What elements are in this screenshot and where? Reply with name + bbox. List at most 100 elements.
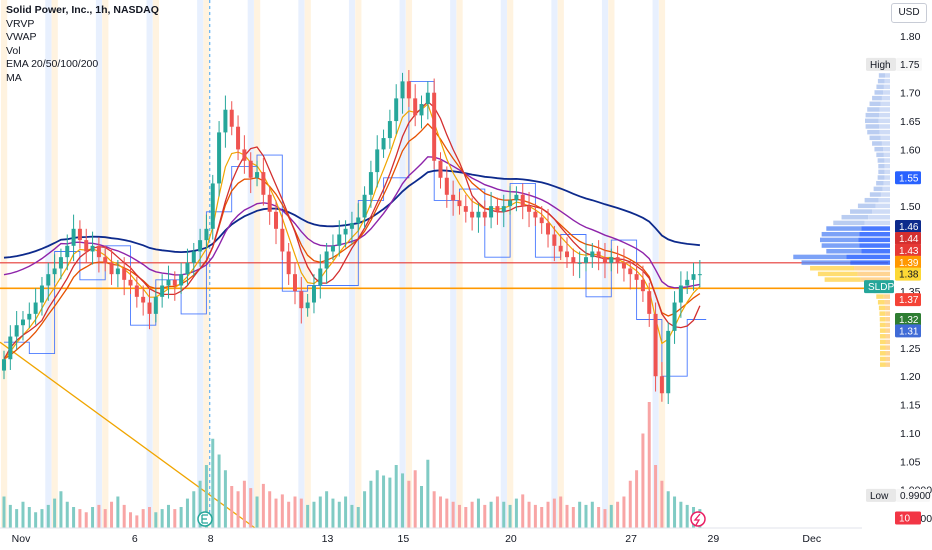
- price-axis-tick: 1.80: [900, 31, 921, 43]
- candle-body: [109, 262, 114, 275]
- candle-body: [451, 194, 456, 201]
- session-band: [652, 0, 659, 528]
- candle-body: [527, 206, 532, 212]
- volume-bar: [609, 504, 613, 528]
- vp-bar-up: [877, 78, 885, 84]
- vp-bar-up: [879, 362, 886, 367]
- vp-bar-up: [872, 141, 882, 146]
- candle-body: [678, 285, 683, 303]
- session-band: [500, 0, 507, 528]
- candle-body: [621, 262, 626, 269]
- candle-body: [482, 211, 487, 218]
- vp-bar-down: [885, 345, 890, 350]
- candle-body: [508, 200, 513, 207]
- candle-body: [147, 302, 152, 314]
- vp-bar-up: [878, 73, 885, 78]
- candle-body: [191, 251, 196, 263]
- price-tag-label: 1.46: [899, 222, 919, 233]
- volume-bar: [198, 480, 202, 528]
- candle-body: [337, 234, 342, 246]
- vp-bar-up: [817, 271, 858, 277]
- candle-body: [362, 194, 367, 218]
- candle-body: [274, 211, 279, 229]
- price-tag-label: 1.55: [899, 173, 919, 184]
- price-tag-1.31: [895, 324, 921, 338]
- volume-bar: [84, 512, 88, 528]
- volume-bar: [97, 504, 101, 528]
- candle-body: [261, 172, 266, 195]
- price-tag-label: Low: [870, 491, 889, 502]
- volume-bar: [261, 483, 265, 528]
- volume-bar: [344, 496, 348, 528]
- vp-bar-down: [884, 163, 890, 169]
- volume-bar: [91, 507, 95, 528]
- vp-bar-down: [846, 254, 890, 260]
- price-axis-tick: 1.50: [900, 201, 921, 213]
- candle-body: [419, 104, 424, 116]
- candle-body: [514, 194, 519, 201]
- indicator-ma[interactable]: MA: [6, 71, 22, 84]
- indicator-vrvp[interactable]: VRVP: [6, 17, 35, 30]
- vp-bar-down: [875, 203, 890, 209]
- candle-body: [413, 98, 418, 116]
- vp-bar-down: [885, 334, 890, 339]
- vp-bar-up: [826, 248, 862, 254]
- price-tag-1.39: [895, 255, 921, 269]
- indicator-vol[interactable]: Vol: [6, 44, 21, 57]
- vp-bar-down: [879, 129, 890, 135]
- session-band: [298, 0, 305, 528]
- volume-bar: [331, 498, 335, 528]
- candle-body: [400, 81, 405, 99]
- volume-bar: [160, 509, 164, 528]
- price-axis-tick: 1.65: [900, 116, 921, 128]
- candle-body: [292, 274, 297, 292]
- vp-bar-up: [841, 214, 869, 220]
- volume-bar: [622, 496, 626, 528]
- volume-bar: [135, 515, 139, 528]
- vp-bar-down: [872, 209, 890, 214]
- candle-body: [198, 240, 203, 252]
- volume-bar: [666, 491, 670, 528]
- volume-bar: [584, 504, 588, 528]
- candle-body: [46, 274, 51, 286]
- candle-body: [267, 194, 272, 212]
- price-tag-label: 1.31: [899, 326, 919, 337]
- vp-bar-down: [885, 362, 890, 367]
- vp-bar-down: [864, 220, 890, 226]
- indicator-ema[interactable]: EMA 20/50/100/200: [6, 58, 99, 70]
- candle-body: [590, 251, 595, 258]
- vp-bar-up: [877, 175, 885, 180]
- candle-body: [685, 279, 690, 286]
- candle-body: [343, 228, 348, 235]
- candle-body: [103, 257, 108, 263]
- currency-button[interactable]: USD: [891, 3, 927, 23]
- volume-bar: [21, 501, 25, 528]
- candle-body: [299, 291, 304, 309]
- candle-body: [14, 325, 19, 337]
- candle-body: [552, 234, 557, 246]
- volume-bar: [420, 486, 424, 528]
- candle-body: [179, 274, 184, 286]
- indicator-vwap[interactable]: VWAP: [6, 31, 37, 43]
- vp-bar-down: [882, 186, 890, 192]
- candle-body: [160, 285, 165, 297]
- price-axis-tick: 1.25: [900, 343, 921, 355]
- vp-bar-up: [869, 192, 881, 197]
- volume-bar: [635, 470, 639, 528]
- candle-body: [432, 92, 437, 161]
- candle-body: [659, 376, 664, 394]
- price-tag-label: SLDP: [868, 282, 894, 293]
- price-tag-label: 1.43: [899, 246, 919, 257]
- candle-body: [558, 245, 563, 252]
- volume-bar: [293, 496, 297, 528]
- price-tag-label: 0.9900: [900, 491, 931, 502]
- candle-body: [501, 206, 506, 212]
- vp-bar-up: [877, 158, 885, 163]
- volume-bar: [559, 496, 563, 528]
- price-axis-tick: 1.10: [900, 428, 921, 440]
- vp-bar-down: [882, 146, 890, 152]
- volume-bar: [470, 501, 474, 528]
- vp-bar-up: [824, 277, 861, 282]
